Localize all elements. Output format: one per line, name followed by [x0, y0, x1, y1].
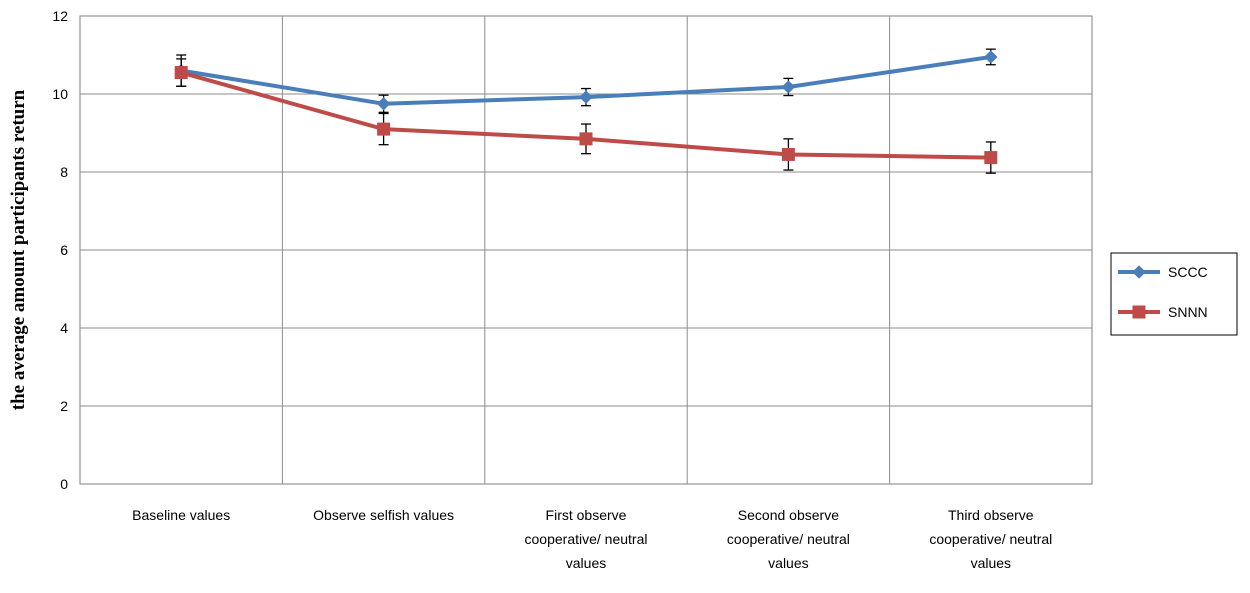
- y-axis-label: the average amount participants return: [8, 89, 29, 410]
- y-tick-label: 4: [60, 320, 68, 336]
- data-point: [579, 132, 593, 146]
- legend-label: SCCC: [1168, 264, 1208, 280]
- legend: SCCC SNNN: [1110, 252, 1238, 336]
- x-category-label: Third observe cooperative/ neutral values: [929, 507, 1052, 571]
- data-point: [377, 122, 391, 136]
- data-point: [984, 151, 998, 165]
- legend-item-snnn: SNNN: [1118, 304, 1208, 320]
- x-category-label: Baseline values: [132, 507, 230, 523]
- legend-box: [1110, 252, 1238, 336]
- data-point: [1132, 305, 1146, 319]
- data-point: [781, 80, 796, 94]
- y-tick-label: 8: [60, 164, 68, 180]
- x-category-label: First observe cooperative/ neutral values: [525, 507, 648, 571]
- data-point: [579, 90, 593, 104]
- data-point: [376, 97, 391, 111]
- data-point: [1132, 265, 1146, 279]
- legend-label: SNNN: [1168, 304, 1208, 320]
- y-tick-label: 6: [60, 242, 68, 258]
- y-tick-label: 0: [60, 476, 68, 492]
- series-snnn: [174, 58, 998, 174]
- y-tick-label: 2: [60, 398, 68, 414]
- data-point: [781, 147, 795, 161]
- x-category-label: Second observe cooperative/ neutral values: [727, 507, 850, 571]
- data-point: [174, 66, 188, 80]
- legend-item-sccc: SCCC: [1118, 264, 1208, 280]
- x-category-label: Observe selfish values: [313, 507, 454, 523]
- y-tick-label: 10: [52, 86, 68, 102]
- y-tick-label: 12: [52, 8, 68, 24]
- data-point: [984, 50, 998, 64]
